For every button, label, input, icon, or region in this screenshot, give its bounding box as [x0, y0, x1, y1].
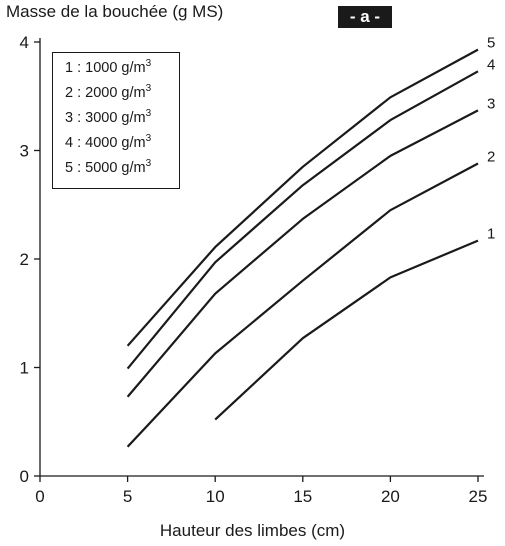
x-axis-title: Hauteur des limbes (cm)	[159, 521, 346, 540]
legend-item-5: 5 : 5000 g/m3	[65, 156, 179, 181]
legend-item-text: 2 : 2000 g/m	[65, 85, 146, 101]
legend-item-text: 5 : 5000 g/m	[65, 160, 146, 176]
legend-item-superscript: 3	[145, 83, 152, 94]
legend-item-superscript: 3	[145, 133, 152, 144]
legend-item-text: 1 : 1000 g/m	[65, 60, 146, 76]
y-tick-label: 2	[20, 250, 29, 269]
legend-item-superscript: 3	[145, 108, 152, 119]
x-tick-label: 15	[293, 487, 312, 506]
legend-item-3: 3 : 3000 g/m3	[65, 106, 179, 131]
y-tick-label: 0	[20, 467, 29, 486]
y-tick-label: 4	[20, 33, 29, 52]
series-line-1	[214, 239, 479, 421]
series-label-2: 2	[487, 149, 495, 166]
x-tick-label: 25	[469, 487, 488, 506]
legend-item-1: 1 : 1000 g/m3	[65, 56, 179, 81]
x-tick-label: 5	[123, 487, 132, 506]
y-tick-label: 3	[20, 142, 29, 161]
series-line-2	[126, 162, 479, 448]
legend-item-text: 4 : 4000 g/m	[65, 135, 146, 151]
x-tick-label: 0	[35, 487, 44, 506]
series-label-4: 4	[487, 56, 495, 73]
series-label-5: 5	[487, 35, 495, 52]
series-line-4	[126, 70, 479, 370]
series-label-1: 1	[487, 226, 495, 243]
legend-item-2: 2 : 2000 g/m3	[65, 81, 179, 106]
legend-item-superscript: 3	[145, 58, 152, 69]
y-axis-title: Masse de la bouchée (g MS)	[6, 2, 224, 21]
legend-item-4: 4 : 4000 g/m3	[65, 131, 179, 156]
series-line-3	[126, 109, 479, 398]
y-tick-label: 1	[20, 359, 29, 378]
panel-tag: - a -	[338, 6, 392, 28]
series-label-3: 3	[487, 95, 495, 112]
series-line-5	[126, 48, 479, 347]
x-tick-label: 20	[381, 487, 400, 506]
legend: 1 : 1000 g/m3 2 : 2000 g/m3 3 : 3000 g/m3 4…	[52, 52, 180, 189]
legend-item-superscript: 3	[145, 158, 152, 169]
x-tick-label: 10	[206, 487, 225, 506]
legend-item-text: 3 : 3000 g/m	[65, 110, 146, 126]
